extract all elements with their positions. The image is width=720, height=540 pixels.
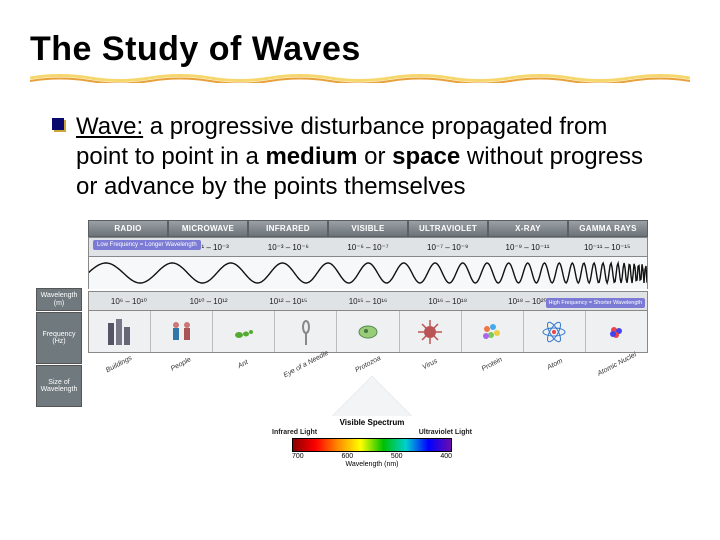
size-nuclei	[586, 311, 647, 352]
wl-4: 10⁻⁷ – 10⁻⁹	[408, 243, 488, 252]
wl-5: 10⁻⁹ – 10⁻¹¹	[488, 243, 568, 252]
band-radio: RADIO	[88, 220, 168, 237]
lbl-7: Atom	[526, 347, 584, 382]
band-gamma: GAMMA RAYS	[568, 220, 648, 237]
high-freq-badge: High Frequency = Shorter Wavelength	[546, 298, 646, 308]
band-microwave: MICROWAVE	[168, 220, 248, 237]
fq-2: 10¹² – 10¹⁵	[248, 297, 328, 306]
band-xray: X-RAY	[488, 220, 568, 237]
fq-3: 10¹⁵ – 10¹⁶	[328, 297, 408, 306]
size-label-row: Buildings People Ant Eye of a Needle Pro…	[88, 353, 648, 368]
wl-2: 10⁻³ – 10⁻⁶	[248, 243, 328, 252]
lbl-2: Ant	[214, 347, 272, 382]
size-buildings	[89, 311, 151, 352]
axis-labels: Wavelength (m) Frequency (Hz) Size of Wa…	[36, 288, 82, 408]
fq-4: 10¹⁶ – 10¹⁸	[408, 297, 488, 306]
wl-3: 10⁻⁶ – 10⁻⁷	[328, 243, 408, 252]
fq-1: 10¹⁰ – 10¹²	[169, 297, 249, 306]
definition-text: Wave: a progressive disturbance propagat…	[76, 112, 650, 202]
band-infrared: INFRARED	[248, 220, 328, 237]
term: Wave:	[76, 113, 143, 140]
triangle-icon	[332, 376, 412, 416]
band-header-row: RADIO MICROWAVE INFRARED VISIBLE ULTRAVI…	[88, 220, 648, 237]
low-freq-badge: Low Frequency = Longer Wavelength	[93, 240, 201, 250]
size-people	[151, 311, 213, 352]
slide-title: The Study of Waves	[30, 30, 690, 69]
size-protein	[462, 311, 524, 352]
axis-frequency: Frequency (Hz)	[36, 312, 82, 364]
size-virus	[400, 311, 462, 352]
visible-gradient-bar	[292, 438, 452, 452]
infrared-label: Infrared Light	[272, 429, 317, 436]
lbl-3: Eye of a Needle	[277, 347, 335, 382]
lbl-6: Protein	[463, 347, 521, 382]
ultraviolet-label: Ultraviolet Light	[419, 429, 472, 436]
wave-graphic	[88, 257, 648, 289]
band-visible: VISIBLE	[328, 220, 408, 237]
frequency-row: 10⁶ – 10¹⁰ 10¹⁰ – 10¹² 10¹² – 10¹⁵ 10¹⁵ …	[88, 291, 648, 311]
wl-6: 10⁻¹¹ – 10⁻¹⁵	[567, 243, 647, 252]
bullet-icon	[52, 118, 68, 134]
lbl-0: Buildings	[90, 347, 148, 382]
size-row	[88, 311, 648, 353]
lbl-1: People	[152, 347, 210, 382]
title-underline	[30, 73, 690, 83]
axis-size: Size of Wavelength	[36, 365, 82, 407]
visible-spectrum-callout: Visible Spectrum Infrared Light Ultravio…	[272, 418, 472, 468]
definition-bullet: Wave: a progressive disturbance propagat…	[52, 112, 650, 202]
band-ultraviolet: ULTRAVIOLET	[408, 220, 488, 237]
lbl-8: Atomic Nuclei	[588, 347, 646, 382]
fq-0: 10⁶ – 10¹⁰	[89, 297, 169, 306]
size-needle	[275, 311, 337, 352]
wavelength-row: Low Frequency = Longer Wavelength 10³ – …	[88, 237, 648, 257]
visible-axis-label: Wavelength (nm)	[272, 461, 472, 468]
em-spectrum-figure: RADIO MICROWAVE INFRARED VISIBLE ULTRAVI…	[40, 220, 680, 368]
size-atom	[524, 311, 586, 352]
size-ant	[213, 311, 275, 352]
axis-wavelength: Wavelength (m)	[36, 288, 82, 311]
visible-title: Visible Spectrum	[272, 418, 472, 427]
size-protozoa	[337, 311, 399, 352]
visible-ticks: 700 600 500 400	[292, 453, 452, 460]
